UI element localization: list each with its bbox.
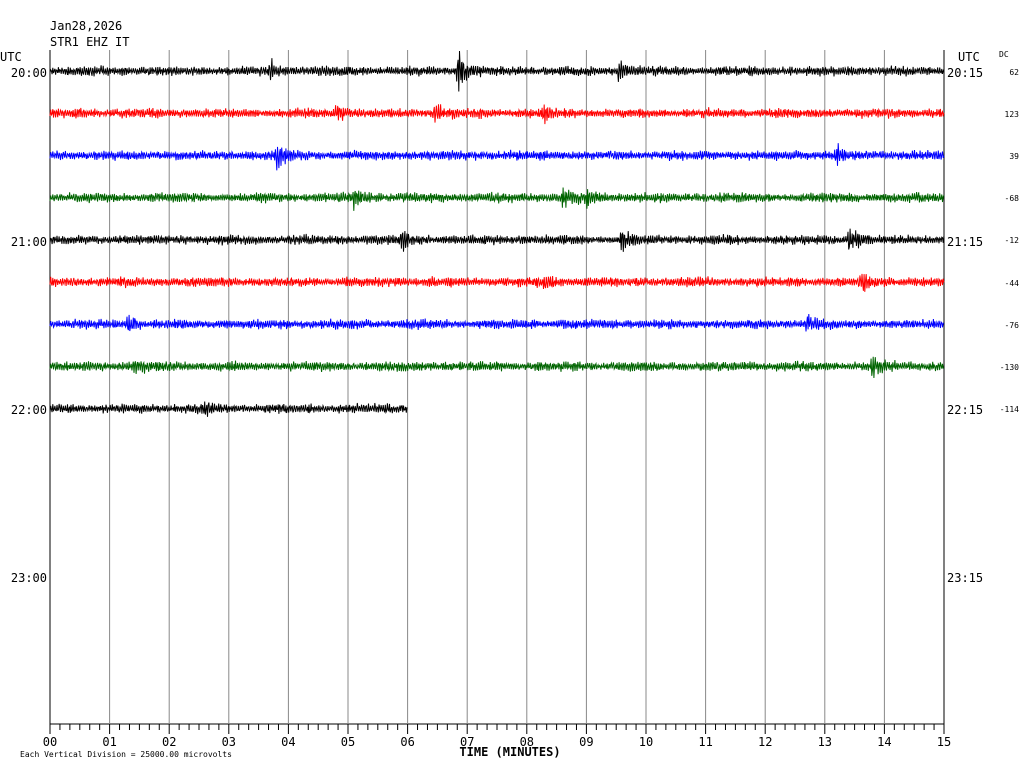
scale-note: Each Vertical Division = 25000.00 microv… <box>20 750 232 759</box>
time-axis <box>49 724 945 734</box>
x-tick-label: 08 <box>520 735 534 749</box>
seismic-trace-line <box>49 50 945 92</box>
x-tick-label: 10 <box>639 735 653 749</box>
x-tick-label: 03 <box>222 735 236 749</box>
x-tick-label: 04 <box>281 735 295 749</box>
seismic-trace-line <box>49 356 945 379</box>
x-tick-label: 12 <box>758 735 772 749</box>
x-tick-label: 09 <box>579 735 593 749</box>
x-tick-label: 13 <box>818 735 832 749</box>
x-tick-label: 02 <box>162 735 176 749</box>
dc-value: -44 <box>1005 279 1020 288</box>
date-label: Jan28,2026 <box>50 19 122 33</box>
dc-offset-column: 62 123 39 -68 -12 -44 -76 -130 -114 <box>1000 68 1019 414</box>
seismic-trace-line <box>49 104 945 125</box>
seismic-trace-line <box>49 187 945 211</box>
dc-value: -12 <box>1005 236 1020 245</box>
dc-value: -68 <box>1005 194 1020 203</box>
x-tick-labels: 00 01 02 03 04 05 06 07 08 09 10 11 12 13 14 15 <box>43 735 951 749</box>
right-hour-labels: 20:15 21:15 22:15 23:15 <box>947 66 983 585</box>
x-tick-label: 07 <box>460 735 474 749</box>
seismic-traces <box>49 50 945 417</box>
x-tick-label: 00 <box>43 735 57 749</box>
minute-grid <box>49 50 945 725</box>
dc-value: 123 <box>1005 110 1020 119</box>
x-tick-label: 06 <box>400 735 414 749</box>
left-hour-labels: 20:00 21:00 22:00 23:00 <box>11 66 47 585</box>
hour-label-left: 20:00 <box>11 66 47 80</box>
dc-value: 39 <box>1009 152 1019 161</box>
dc-value: 62 <box>1009 68 1019 77</box>
hour-label-right: 21:15 <box>947 235 983 249</box>
hour-label-left: 23:00 <box>11 571 47 585</box>
x-tick-label: 05 <box>341 735 355 749</box>
seismic-trace-line <box>49 143 945 171</box>
hour-label-left: 21:00 <box>11 235 47 249</box>
seismic-trace-line <box>49 228 945 252</box>
hour-label-right: 22:15 <box>947 403 983 417</box>
x-axis-title: TIME (MINUTES) <box>459 745 560 759</box>
hour-label-right: 20:15 <box>947 66 983 80</box>
x-tick-label: 15 <box>937 735 951 749</box>
seismic-trace-line <box>49 313 944 332</box>
dc-value: -114 <box>1000 405 1019 414</box>
dc-value: -76 <box>1005 321 1020 330</box>
seismic-trace-line <box>49 273 945 292</box>
x-tick-label: 01 <box>102 735 116 749</box>
seismic-trace-line <box>49 401 408 417</box>
x-tick-label: 11 <box>698 735 712 749</box>
x-tick-label: 14 <box>877 735 891 749</box>
station-label: STR1 EHZ IT <box>50 35 129 49</box>
dc-value: -130 <box>1000 363 1019 372</box>
hour-label-right: 23:15 <box>947 571 983 585</box>
left-utc-label: UTC <box>0 50 22 64</box>
right-utc-label: UTC <box>958 50 980 64</box>
dc-header: DC <box>999 50 1009 59</box>
hour-label-left: 22:00 <box>11 403 47 417</box>
